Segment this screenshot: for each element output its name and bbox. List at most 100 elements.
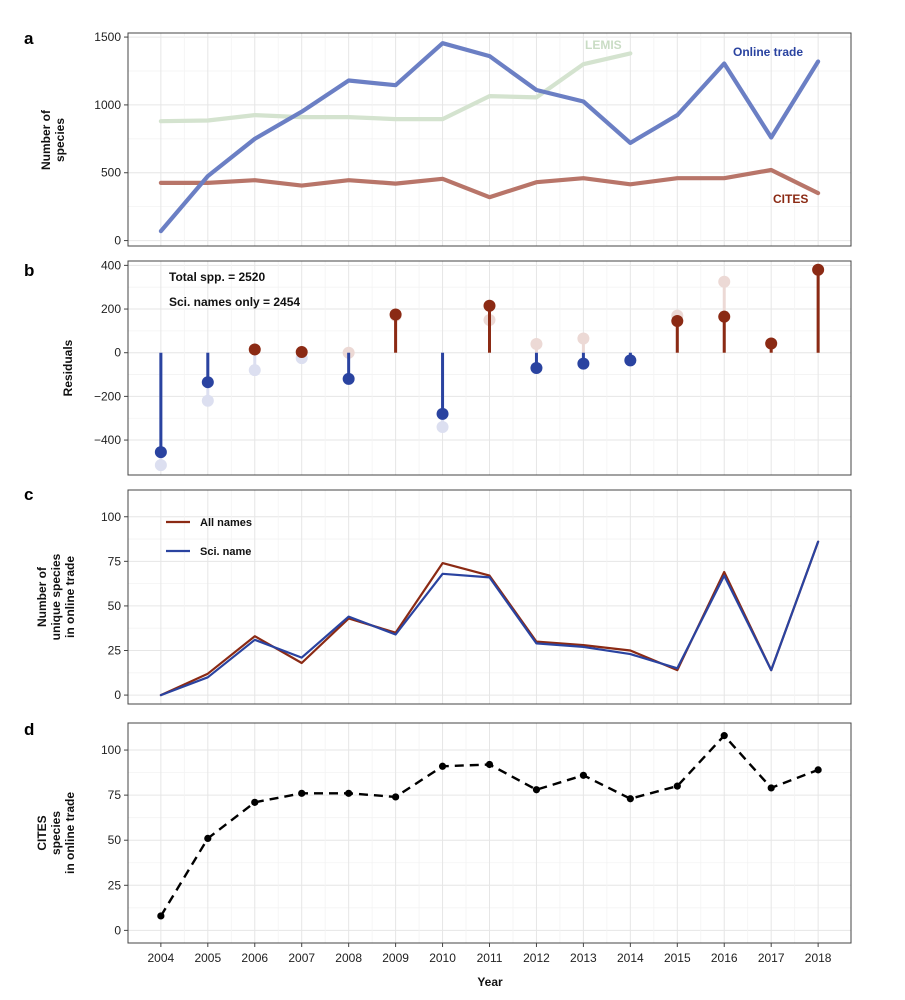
y-tick-label: 400: [101, 258, 121, 272]
y-tick-label: 50: [108, 599, 122, 613]
data-point: [392, 793, 400, 801]
faint-point: [436, 420, 449, 433]
x-tick-label: 2011: [477, 951, 503, 965]
residual-point: [248, 343, 261, 356]
series-line-cites: [158, 167, 821, 200]
grid-b: [128, 261, 851, 475]
data-point: [204, 834, 212, 843]
data-point: [251, 798, 259, 806]
panel-d: d 0 25 50 75 100 CITESspeciesin online trade…: [24, 720, 852, 989]
x-tick-label: 2014: [617, 951, 644, 965]
panel-letter-a: a: [24, 29, 34, 48]
y-ticks-c: 0 25 50 75 100: [101, 510, 128, 702]
legend-c: All names Sci. name: [166, 517, 252, 558]
y-tick-label: 200: [101, 302, 121, 316]
y-tick-label: −400: [94, 433, 121, 447]
series-line-sci-name: [159, 540, 820, 697]
ylabel-c: Number ofunique speciesin online trade: [35, 553, 77, 640]
legend-label-all-names: All names: [200, 517, 252, 529]
residual-point: [342, 372, 355, 385]
residual-point: [671, 315, 684, 328]
annotation-total-spp: Total spp. = 2520: [169, 270, 265, 284]
frame-c: [127, 489, 852, 705]
x-tick-label: 2005: [194, 951, 221, 965]
y-tick-label: 0: [114, 688, 121, 702]
residual-point: [154, 446, 167, 459]
faint-point: [248, 364, 261, 377]
residual-point: [812, 263, 825, 276]
residual-point: [577, 357, 590, 370]
label-cites: CITES: [773, 192, 808, 206]
y-tick-label: −200: [94, 389, 121, 403]
x-tick-label: 2008: [335, 951, 362, 965]
y-tick-label: 1500: [94, 30, 121, 44]
residual-point: [201, 376, 214, 389]
y-tick-label: 0: [114, 346, 121, 360]
panel-a: a 0 500 1000 1500 Number ofspecies LEMIS On…: [24, 29, 852, 248]
x-tick-label: 2017: [758, 951, 785, 965]
residual-point: [530, 362, 543, 374]
x-tick-label: 2009: [382, 951, 409, 965]
grid-d: [128, 723, 851, 943]
faint-point: [577, 332, 590, 345]
y-tick-label: 50: [108, 833, 122, 847]
data-point: [579, 771, 587, 779]
residual-point: [483, 299, 496, 312]
label-lemis: LEMIS: [585, 38, 622, 52]
x-tick-label: 2007: [288, 951, 315, 965]
x-ticks: 2004 2005 2006 2007 2008 2009 2010 2011 2012 2013…: [148, 943, 832, 965]
residual-point: [389, 308, 402, 321]
grid-c: [128, 490, 851, 704]
data-point: [157, 912, 165, 920]
y-ticks-a: 0 500 1000 1500: [94, 30, 128, 248]
panel-c: c 0 25 50 75 100 Number ofunique speciesin o…: [24, 485, 852, 705]
y-ticks-b: −400 −200 0 200 400: [94, 258, 128, 447]
residual-point: [765, 337, 778, 350]
residual-point: [718, 310, 731, 323]
xlabel: Year: [477, 975, 503, 989]
x-tick-label: 2006: [241, 951, 268, 965]
y-tick-label: 100: [101, 743, 121, 757]
plot-area-c: [159, 540, 820, 697]
plot-area-d: [157, 732, 822, 920]
data-point: [720, 732, 728, 740]
panel-letter-c: c: [24, 485, 33, 504]
data-point: [767, 784, 775, 792]
ylabel-a: Number ofspecies: [39, 109, 67, 170]
y-tick-label: 75: [108, 554, 122, 568]
ylabel-d: CITESspeciesin online trade: [35, 792, 77, 874]
plot-area-a: [158, 41, 821, 234]
data-point: [345, 789, 353, 797]
residual-point: [436, 407, 449, 420]
series-line-online-trade: [158, 41, 821, 234]
y-tick-label: 25: [108, 878, 122, 892]
grid-a: [128, 33, 851, 246]
x-tick-label: 2018: [805, 951, 832, 965]
series-line-lemis: [158, 51, 633, 124]
data-point: [814, 766, 822, 774]
data-point: [438, 762, 447, 770]
x-tick-label: 2010: [429, 951, 456, 965]
x-tick-label: 2013: [570, 951, 597, 965]
residual-point: [624, 354, 637, 367]
y-tick-label: 500: [101, 166, 121, 180]
x-tick-label: 2015: [664, 951, 691, 965]
label-online-trade: Online trade: [733, 45, 803, 59]
frame-b: [127, 260, 852, 476]
data-point: [298, 789, 306, 797]
legend-label-sci-name: Sci. name: [200, 546, 251, 558]
ylabel-b: Residuals: [61, 339, 75, 396]
data-point: [485, 760, 494, 769]
data-point: [626, 795, 634, 803]
plot-area-b: [154, 263, 825, 472]
frame-a: [127, 32, 852, 247]
faint-point: [154, 459, 167, 472]
x-tick-label: 2004: [148, 951, 175, 965]
x-tick-label: 2016: [711, 951, 738, 965]
data-point: [532, 786, 541, 794]
y-tick-label: 0: [114, 234, 121, 248]
faint-point: [718, 275, 731, 288]
y-tick-label: 1000: [94, 98, 121, 112]
faint-point: [530, 337, 543, 350]
